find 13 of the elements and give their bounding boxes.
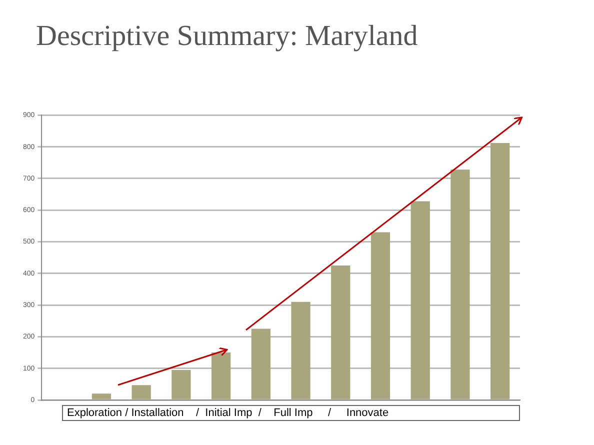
bar [132, 385, 151, 400]
text: Exploration / Installation / Initial Imp / Full Imp / Innovate [62, 405, 520, 421]
bar [211, 352, 231, 400]
chart-title: Descriptive Summary: Maryland [36, 20, 418, 53]
bar [370, 232, 390, 400]
bar [172, 370, 191, 400]
bar [490, 143, 510, 400]
bar [251, 328, 270, 400]
bar [331, 266, 350, 400]
bar [291, 302, 310, 400]
bar [450, 170, 470, 400]
bar [92, 394, 112, 400]
bar [410, 201, 430, 400]
